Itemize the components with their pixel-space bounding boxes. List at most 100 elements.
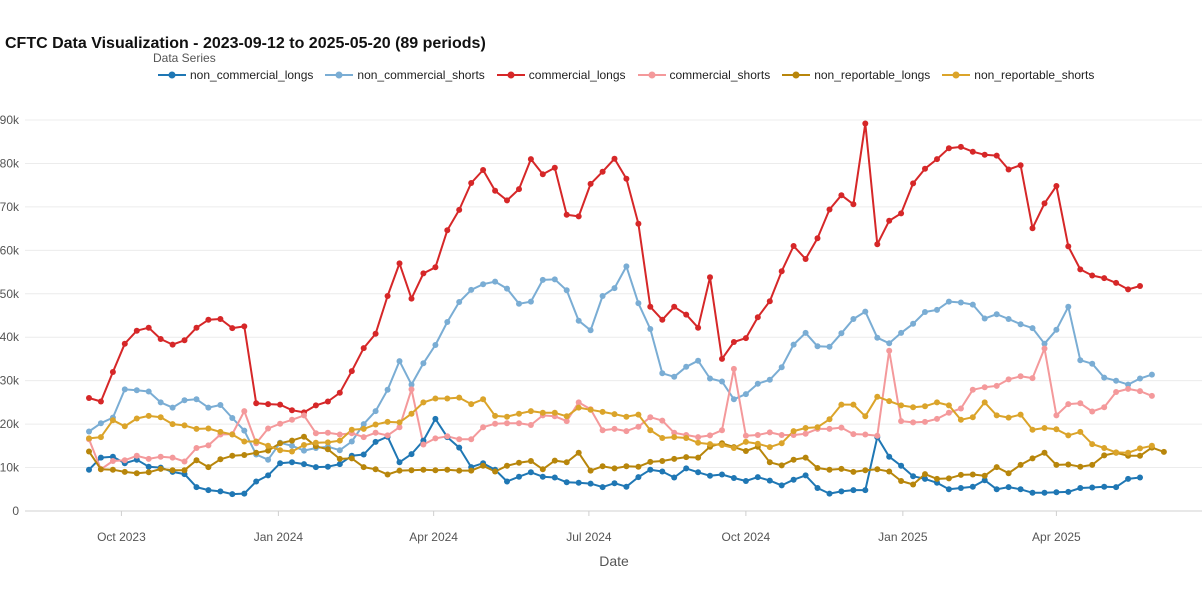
data-point-non_commercial_longs[interactable] bbox=[97, 454, 104, 461]
data-point-commercial_longs[interactable] bbox=[587, 180, 594, 187]
data-point-commercial_longs[interactable] bbox=[241, 323, 248, 330]
data-point-commercial_shorts[interactable] bbox=[1029, 375, 1036, 382]
data-point-commercial_longs[interactable] bbox=[1005, 166, 1012, 173]
data-point-commercial_shorts[interactable] bbox=[838, 424, 845, 431]
data-point-commercial_shorts[interactable] bbox=[312, 430, 319, 437]
data-point-non_reportable_longs[interactable] bbox=[874, 466, 881, 473]
data-point-non_reportable_shorts[interactable] bbox=[539, 409, 546, 416]
data-point-non_commercial_longs[interactable] bbox=[372, 438, 379, 445]
data-point-non_reportable_shorts[interactable] bbox=[1101, 445, 1108, 451]
data-point-commercial_longs[interactable] bbox=[802, 256, 809, 262]
data-point-non_reportable_shorts[interactable] bbox=[289, 448, 295, 455]
data-point-commercial_shorts[interactable] bbox=[468, 436, 475, 443]
data-point-non_reportable_shorts[interactable] bbox=[671, 434, 678, 441]
data-point-commercial_longs[interactable] bbox=[707, 274, 713, 281]
data-point-non_reportable_shorts[interactable] bbox=[504, 413, 510, 420]
data-point-non_reportable_shorts[interactable] bbox=[121, 423, 128, 430]
data-point-non_commercial_shorts[interactable] bbox=[551, 276, 558, 283]
data-point-non_commercial_shorts[interactable] bbox=[1077, 357, 1084, 364]
data-point-non_commercial_shorts[interactable] bbox=[504, 285, 510, 292]
data-point-non_commercial_shorts[interactable] bbox=[301, 447, 307, 454]
data-point-non_reportable_longs[interactable] bbox=[1053, 461, 1060, 468]
data-point-non_commercial_longs[interactable] bbox=[790, 476, 797, 483]
data-point-commercial_shorts[interactable] bbox=[981, 384, 988, 391]
data-point-non_commercial_longs[interactable] bbox=[408, 451, 415, 458]
data-point-commercial_longs[interactable] bbox=[969, 148, 976, 155]
data-point-commercial_longs[interactable] bbox=[599, 168, 606, 175]
data-point-commercial_shorts[interactable] bbox=[778, 432, 785, 438]
data-point-commercial_shorts[interactable] bbox=[969, 386, 976, 393]
data-point-non_reportable_longs[interactable] bbox=[360, 464, 367, 471]
data-point-commercial_shorts[interactable] bbox=[145, 455, 152, 462]
data-point-non_reportable_longs[interactable] bbox=[623, 463, 630, 470]
data-point-commercial_shorts[interactable] bbox=[289, 416, 295, 423]
data-point-non_reportable_shorts[interactable] bbox=[468, 401, 475, 408]
data-point-non_reportable_shorts[interactable] bbox=[551, 409, 558, 416]
data-point-non_commercial_longs[interactable] bbox=[527, 469, 534, 476]
data-point-non_reportable_longs[interactable] bbox=[217, 456, 224, 463]
data-point-non_reportable_shorts[interactable] bbox=[993, 412, 1000, 419]
data-point-non_reportable_longs[interactable] bbox=[527, 458, 534, 464]
data-point-non_commercial_shorts[interactable] bbox=[396, 358, 403, 365]
data-point-commercial_shorts[interactable] bbox=[324, 429, 331, 436]
data-point-commercial_longs[interactable] bbox=[265, 401, 272, 408]
data-point-commercial_longs[interactable] bbox=[217, 316, 224, 322]
data-point-non_commercial_shorts[interactable] bbox=[1053, 326, 1060, 333]
data-point-non_commercial_longs[interactable] bbox=[456, 444, 463, 451]
data-point-commercial_longs[interactable] bbox=[1017, 162, 1024, 169]
data-point-non_reportable_shorts[interactable] bbox=[1017, 411, 1024, 418]
data-point-non_reportable_shorts[interactable] bbox=[850, 401, 857, 408]
data-point-non_commercial_longs[interactable] bbox=[1041, 489, 1048, 496]
data-point-non_reportable_shorts[interactable] bbox=[253, 438, 260, 445]
data-point-non_commercial_shorts[interactable] bbox=[611, 285, 618, 292]
data-point-non_reportable_shorts[interactable] bbox=[444, 395, 451, 402]
data-point-non_commercial_longs[interactable] bbox=[241, 490, 248, 497]
data-point-non_reportable_longs[interactable] bbox=[635, 463, 642, 470]
data-point-commercial_shorts[interactable] bbox=[719, 427, 725, 434]
data-point-commercial_longs[interactable] bbox=[754, 314, 761, 321]
data-point-non_commercial_longs[interactable] bbox=[432, 415, 439, 422]
data-point-commercial_longs[interactable] bbox=[922, 165, 928, 172]
data-point-commercial_longs[interactable] bbox=[611, 155, 618, 162]
data-point-commercial_shorts[interactable] bbox=[671, 429, 678, 436]
data-point-non_commercial_longs[interactable] bbox=[886, 453, 893, 460]
data-point-non_commercial_longs[interactable] bbox=[707, 472, 713, 479]
data-point-non_reportable_longs[interactable] bbox=[193, 457, 200, 464]
data-point-non_reportable_longs[interactable] bbox=[504, 462, 510, 469]
data-point-non_reportable_shorts[interactable] bbox=[898, 402, 905, 409]
data-point-non_reportable_shorts[interactable] bbox=[766, 444, 773, 451]
data-point-non_commercial_shorts[interactable] bbox=[742, 391, 749, 398]
data-point-commercial_longs[interactable] bbox=[1041, 200, 1048, 207]
data-point-commercial_shorts[interactable] bbox=[396, 424, 403, 431]
data-point-non_commercial_shorts[interactable] bbox=[348, 438, 355, 445]
data-point-commercial_shorts[interactable] bbox=[456, 436, 463, 443]
data-point-commercial_longs[interactable] bbox=[408, 295, 415, 302]
data-point-non_reportable_shorts[interactable] bbox=[695, 439, 702, 446]
data-point-non_commercial_longs[interactable] bbox=[1089, 484, 1096, 491]
data-point-non_reportable_longs[interactable] bbox=[169, 467, 176, 474]
data-point-non_reportable_shorts[interactable] bbox=[1065, 432, 1072, 439]
data-point-non_commercial_longs[interactable] bbox=[969, 483, 976, 490]
data-point-non_commercial_shorts[interactable] bbox=[1089, 360, 1096, 367]
data-point-non_commercial_longs[interactable] bbox=[516, 473, 522, 480]
data-point-non_reportable_shorts[interactable] bbox=[838, 401, 845, 408]
data-point-commercial_longs[interactable] bbox=[504, 197, 510, 204]
data-point-commercial_longs[interactable] bbox=[1125, 286, 1132, 293]
data-point-non_reportable_shorts[interactable] bbox=[778, 440, 785, 447]
data-point-commercial_longs[interactable] bbox=[444, 227, 451, 234]
data-point-commercial_shorts[interactable] bbox=[157, 453, 164, 460]
data-point-non_reportable_shorts[interactable] bbox=[587, 406, 594, 413]
data-point-non_reportable_shorts[interactable] bbox=[647, 427, 654, 434]
data-point-commercial_shorts[interactable] bbox=[504, 420, 510, 427]
data-point-non_commercial_longs[interactable] bbox=[945, 486, 952, 493]
data-point-non_commercial_shorts[interactable] bbox=[539, 276, 546, 283]
data-point-non_commercial_shorts[interactable] bbox=[934, 306, 940, 313]
data-point-commercial_longs[interactable] bbox=[348, 368, 355, 375]
data-point-non_reportable_shorts[interactable] bbox=[611, 411, 618, 418]
data-point-non_commercial_shorts[interactable] bbox=[790, 341, 797, 348]
data-point-non_reportable_shorts[interactable] bbox=[623, 413, 630, 420]
data-point-commercial_longs[interactable] bbox=[898, 210, 905, 217]
data-point-commercial_shorts[interactable] bbox=[993, 382, 1000, 389]
data-point-commercial_longs[interactable] bbox=[659, 316, 666, 323]
data-point-non_commercial_shorts[interactable] bbox=[1125, 381, 1132, 388]
